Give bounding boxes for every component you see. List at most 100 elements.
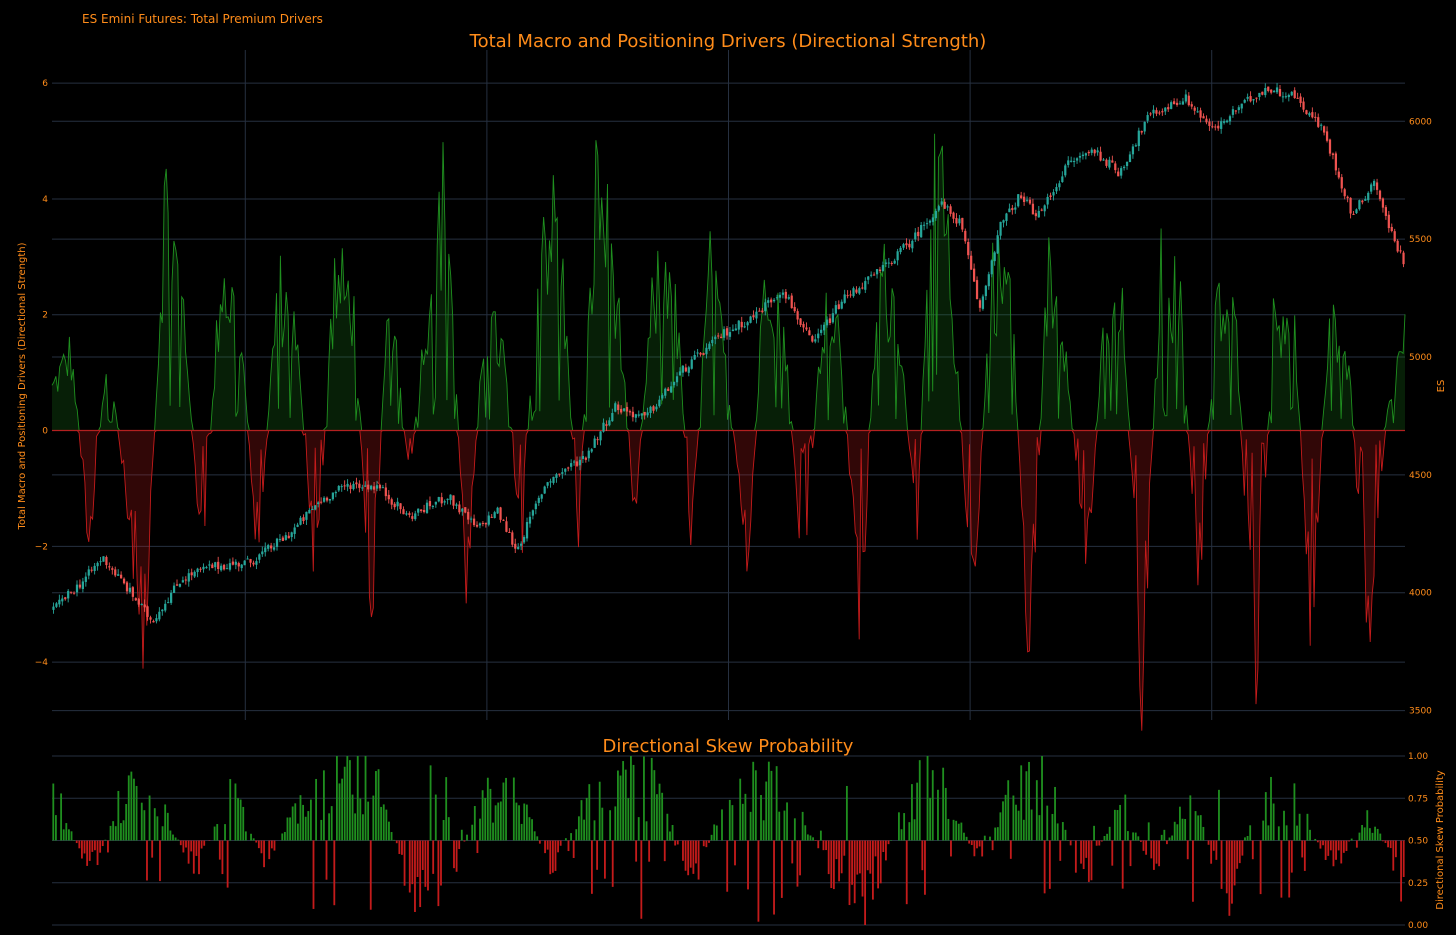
skew-bar [778, 811, 781, 841]
candle-body [1199, 110, 1202, 118]
skew-bar [523, 803, 526, 841]
skew-bar [1116, 810, 1119, 841]
skew-bar [551, 840, 554, 873]
candle-body [761, 310, 764, 313]
candle-body [820, 329, 823, 333]
candle-body [593, 438, 596, 448]
candle-body [437, 497, 440, 502]
candle-body [193, 571, 196, 577]
skew-bar [1189, 795, 1192, 841]
candle-body [417, 508, 420, 513]
candle-body [537, 497, 540, 503]
candle-body [596, 439, 599, 441]
candle-body [1346, 196, 1349, 199]
skew-bar [117, 790, 120, 841]
skew-bar [525, 804, 528, 841]
skew-bar [976, 840, 978, 849]
candle-body [722, 329, 726, 338]
candle-body [1205, 118, 1208, 123]
candle-body [1099, 151, 1102, 161]
candle-body [270, 545, 273, 549]
skew-bar [218, 840, 221, 860]
skew-bar [705, 840, 708, 848]
skew-bar [1324, 840, 1327, 860]
candle-body [1025, 199, 1029, 201]
skew-bar [179, 840, 182, 846]
candle-body [1055, 187, 1058, 192]
skew-bar [538, 840, 541, 844]
skew-bar [1004, 794, 1007, 841]
candle-body [340, 486, 343, 488]
candle-body [861, 287, 864, 289]
candle-body [431, 505, 435, 507]
skew-bar [853, 840, 856, 904]
candle-body [855, 289, 858, 293]
candle-body [978, 300, 982, 308]
skew-bar [502, 782, 505, 841]
candle-body [552, 476, 555, 483]
candle-body [1137, 130, 1140, 147]
skew-bar [721, 809, 723, 841]
skew-bar [1147, 822, 1150, 841]
candle-body [1320, 124, 1323, 126]
skew-bar [1048, 840, 1051, 889]
skew-bar [458, 840, 461, 850]
candle-body [184, 579, 187, 581]
skew-bar [75, 840, 78, 844]
candle-body [1090, 149, 1093, 153]
candle-body [187, 573, 190, 582]
candle-body [125, 582, 129, 592]
skew-bar [1041, 756, 1043, 841]
skew-bar [1264, 792, 1267, 841]
skew-bar [1298, 813, 1301, 841]
skew-bar [960, 822, 963, 841]
skew-bar [1139, 840, 1142, 842]
candle-body [522, 537, 526, 543]
skew-bar [645, 821, 648, 841]
candle-body [884, 262, 887, 264]
candle-body [728, 332, 732, 337]
candle-body [652, 406, 655, 411]
candle-body [122, 578, 126, 584]
y-tick-label: 0.75 [1408, 794, 1428, 804]
skew-bar [697, 840, 700, 880]
candle-body [240, 564, 243, 569]
bottom-y-axis-label: Directional Skew Probability [1435, 770, 1446, 909]
candle-body [1067, 160, 1070, 165]
candle-body [484, 522, 487, 525]
candle-body [1305, 110, 1308, 115]
skew-bar [624, 769, 627, 841]
candle-body [199, 568, 202, 570]
skew-bar [1340, 840, 1343, 864]
candle-body [1364, 199, 1367, 201]
skew-bar [731, 805, 734, 841]
skew-bar [1002, 801, 1004, 841]
skew-bar [395, 840, 398, 844]
candle-body [120, 574, 123, 579]
candle-body [131, 587, 135, 597]
skew-bar [911, 784, 913, 841]
skew-bar [1293, 783, 1296, 841]
candle-body [1096, 150, 1099, 153]
skew-bar [970, 840, 973, 846]
candle-body [264, 547, 267, 553]
bottom-chart-title: Directional Skew Probability [603, 736, 854, 757]
skew-bar [1272, 803, 1275, 841]
skew-bar [1238, 840, 1241, 864]
skew-bar [614, 806, 617, 841]
candle-body [61, 598, 64, 602]
candle-body [1211, 126, 1214, 128]
candle-body [655, 406, 658, 410]
candle-body [267, 545, 270, 549]
candle-body [161, 609, 164, 612]
candle-body [228, 563, 232, 570]
candle-body [1049, 195, 1052, 197]
skew-bar [484, 797, 487, 841]
candle-body [705, 347, 708, 355]
skew-bar [489, 788, 492, 841]
skew-bar [752, 761, 755, 841]
skew-bar [307, 811, 310, 841]
skew-bar [148, 795, 151, 841]
candle-body [467, 511, 470, 520]
skew-bar [1192, 840, 1194, 902]
